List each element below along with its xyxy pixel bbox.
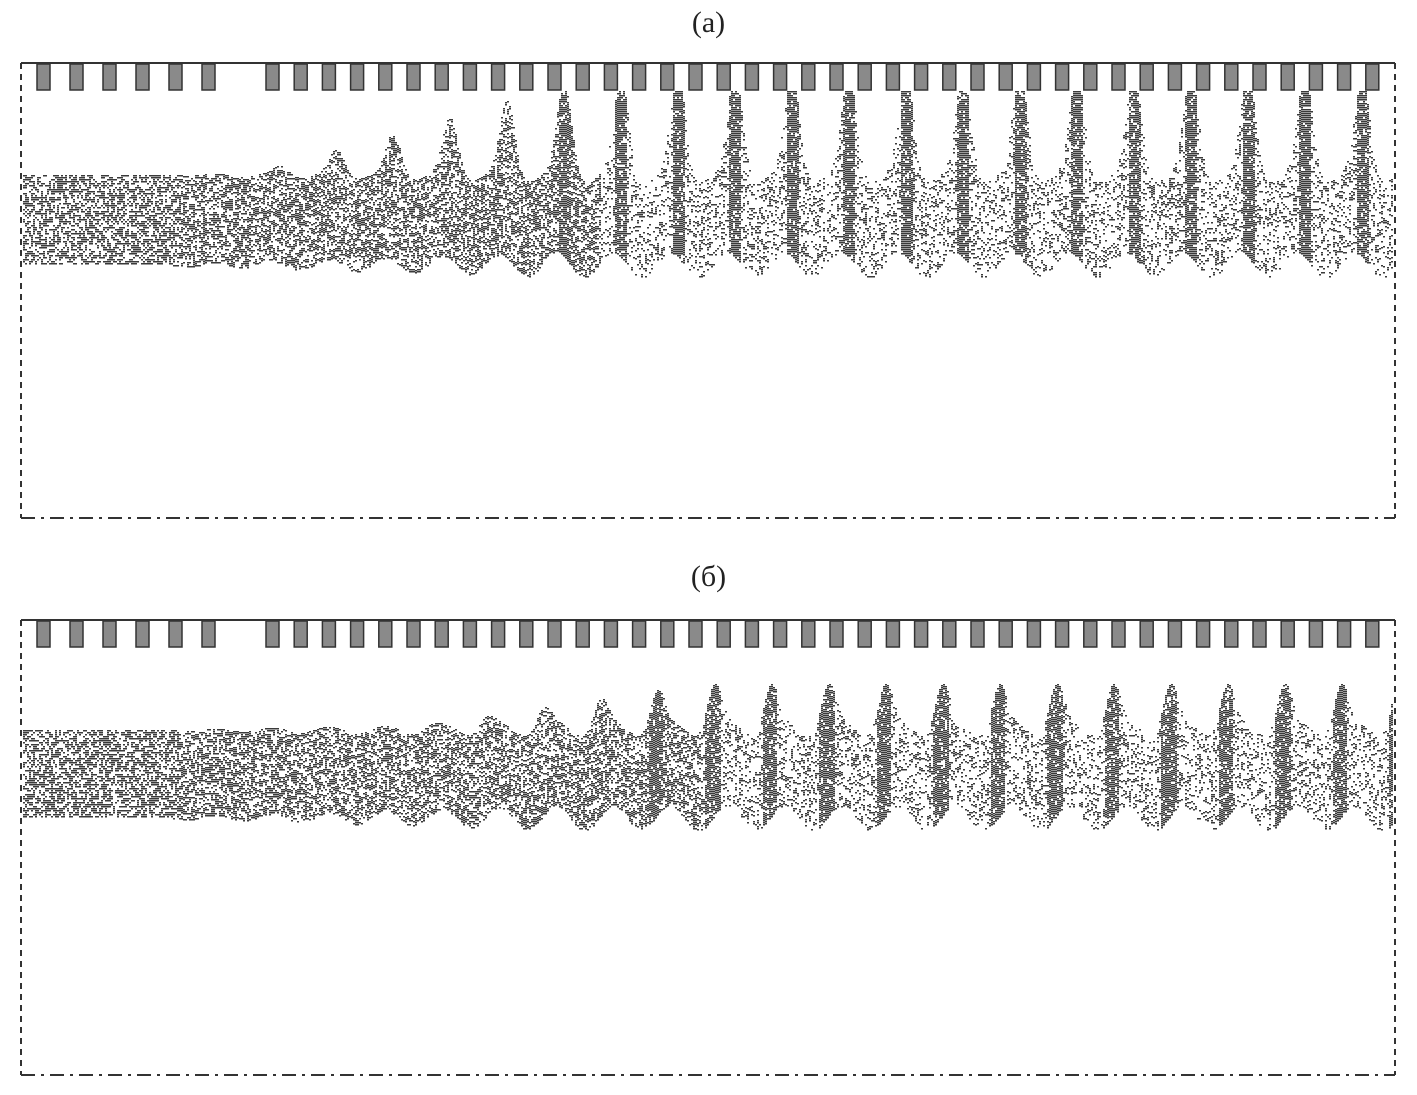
vane (378, 63, 393, 91)
vane (1083, 63, 1098, 91)
vane (1054, 63, 1070, 91)
vane (321, 63, 337, 91)
vane (201, 63, 216, 91)
vane (716, 63, 731, 91)
vane (265, 620, 280, 648)
vane (1365, 620, 1380, 648)
vane (688, 63, 703, 91)
vane (1308, 63, 1324, 91)
vane (575, 620, 590, 648)
vane (913, 620, 929, 648)
vane (1336, 63, 1352, 91)
vane (603, 63, 619, 91)
vane (575, 63, 590, 91)
vane (135, 63, 150, 91)
panel-a (20, 62, 1396, 519)
vane (998, 63, 1013, 91)
electron-cloud (23, 684, 1393, 831)
vane (660, 63, 675, 91)
vane (349, 63, 365, 91)
vane (716, 620, 731, 648)
vane (885, 63, 901, 91)
vane (69, 63, 84, 91)
vane (1167, 620, 1183, 648)
vane (1195, 620, 1211, 648)
vane (1280, 620, 1295, 648)
vane (970, 63, 985, 91)
vane (631, 63, 647, 91)
vane (970, 620, 985, 648)
vane (462, 63, 478, 91)
vane (1224, 63, 1239, 91)
vane (1224, 620, 1239, 648)
vane (321, 620, 337, 648)
vane (293, 63, 308, 91)
vane (168, 620, 183, 648)
vane (857, 620, 872, 648)
vane (406, 63, 421, 91)
vane (434, 620, 449, 648)
vane (1026, 620, 1042, 648)
vane (519, 620, 534, 648)
vane (660, 620, 675, 648)
vane (547, 63, 562, 91)
vane (462, 620, 478, 648)
vane (1111, 620, 1126, 648)
vane (1111, 63, 1126, 91)
vane (1308, 620, 1324, 648)
vane (168, 63, 183, 91)
vane (1167, 63, 1183, 91)
vane (744, 63, 760, 91)
vane (547, 620, 562, 648)
vane (772, 63, 788, 91)
vane (1365, 63, 1380, 91)
vane (1054, 620, 1070, 648)
vane (519, 63, 534, 91)
vane (688, 620, 703, 648)
vane (265, 63, 280, 91)
vane (293, 620, 308, 648)
vane (913, 63, 929, 91)
vane (942, 620, 957, 648)
vane (1195, 63, 1211, 91)
vane (829, 620, 844, 648)
panel-a-label: (а) (691, 6, 726, 39)
electron-cloud (23, 91, 1393, 278)
vane (885, 620, 901, 648)
vane (135, 620, 150, 648)
vane (801, 620, 816, 648)
vane (631, 620, 647, 648)
vane (603, 620, 619, 648)
vane (942, 63, 957, 91)
vane (1336, 620, 1352, 648)
vane (801, 63, 816, 91)
vane (406, 620, 421, 648)
vane (36, 620, 51, 648)
vane (1026, 63, 1042, 91)
vane (102, 63, 117, 91)
vane (1083, 620, 1098, 648)
vane (434, 63, 449, 91)
vane (69, 620, 84, 648)
vane (998, 620, 1013, 648)
vane (744, 620, 760, 648)
vane (102, 620, 117, 648)
vane (490, 63, 506, 91)
panel-b (20, 619, 1396, 1076)
vane (1252, 620, 1267, 648)
vane (1139, 63, 1154, 91)
vane (201, 620, 216, 648)
vane (349, 620, 365, 648)
panel-b-label: (б) (690, 560, 727, 593)
vane (772, 620, 788, 648)
vane (1139, 620, 1154, 648)
vane (829, 63, 844, 91)
vane (857, 63, 872, 91)
vane (36, 63, 51, 91)
vane (378, 620, 393, 648)
vane (1252, 63, 1267, 91)
vane (490, 620, 506, 648)
vane (1280, 63, 1295, 91)
